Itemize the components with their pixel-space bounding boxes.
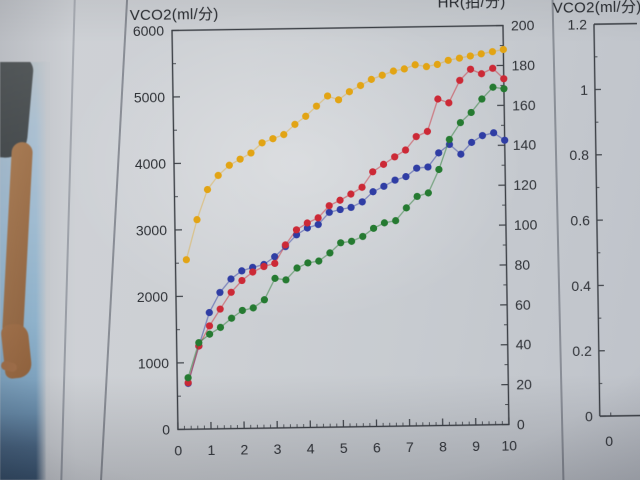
svg-text:0: 0 <box>174 442 182 458</box>
svg-text:1: 1 <box>580 82 588 98</box>
series-series-red <box>184 64 508 387</box>
svg-text:5: 5 <box>340 440 348 456</box>
svg-text:4000: 4000 <box>135 156 167 172</box>
photo-edge-fade <box>36 62 50 480</box>
svg-text:0.4: 0.4 <box>571 278 591 294</box>
svg-text:2000: 2000 <box>137 289 169 305</box>
svg-text:6: 6 <box>373 439 381 455</box>
svg-text:40: 40 <box>516 336 532 352</box>
svg-text:5000: 5000 <box>134 89 166 105</box>
svg-text:8: 8 <box>439 438 447 454</box>
main-x-axis: 0 1 2 3 4 5 6 7 8 9 10 <box>174 417 517 458</box>
svg-text:9: 9 <box>472 438 480 454</box>
svg-text:100: 100 <box>514 217 538 233</box>
series-series-green <box>184 83 508 382</box>
svg-text:0.8: 0.8 <box>569 147 589 163</box>
svg-text:3: 3 <box>274 441 282 457</box>
svg-text:20: 20 <box>516 376 532 392</box>
main-left-axis: 0 1000 2000 3000 4000 5000 6000 <box>133 23 185 438</box>
svg-text:80: 80 <box>514 257 530 273</box>
main-plot-frame <box>171 24 510 431</box>
svg-text:10: 10 <box>501 437 517 453</box>
svg-text:120: 120 <box>513 177 537 193</box>
svg-text:60: 60 <box>515 296 531 312</box>
svg-text:1000: 1000 <box>138 355 170 371</box>
svg-text:3000: 3000 <box>136 222 168 238</box>
svg-text:0.6: 0.6 <box>570 212 590 228</box>
svg-text:0: 0 <box>605 433 613 449</box>
svg-text:0: 0 <box>162 422 170 438</box>
svg-text:4: 4 <box>307 440 315 456</box>
svg-text:0.2: 0.2 <box>572 343 592 359</box>
svg-text:0: 0 <box>585 408 593 424</box>
svg-text:140: 140 <box>513 137 537 153</box>
secondary-plot: 1.2 1 0.8 0.6 0.4 0.2 00 <box>567 16 640 449</box>
svg-text:0: 0 <box>517 416 525 432</box>
main-right-axis: 0 20 40 60 80 100 120 140 160 180 200 <box>495 17 538 432</box>
svg-text:160: 160 <box>512 97 536 113</box>
svg-text:2: 2 <box>240 441 248 457</box>
svg-text:7: 7 <box>406 439 414 455</box>
svg-text:1: 1 <box>207 442 215 458</box>
svg-text:180: 180 <box>511 57 535 73</box>
series-hr <box>182 45 507 264</box>
svg-text:200: 200 <box>511 17 535 33</box>
svg-text:6000: 6000 <box>133 23 165 39</box>
svg-text:1.2: 1.2 <box>567 16 587 32</box>
